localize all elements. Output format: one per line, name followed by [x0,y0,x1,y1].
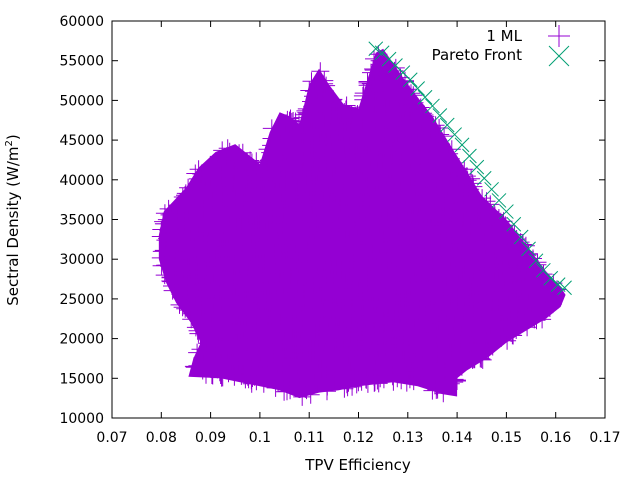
pareto-point [491,193,507,208]
x-tick-label: 0.15 [491,430,522,446]
pareto-point [543,270,559,286]
legend-marker-pareto-front [548,45,570,67]
pareto-point [521,241,536,257]
x-tick-label: 0.1 [249,430,271,446]
y-axis-label-superscript: 2 [4,140,15,146]
legend: 1 ML Pareto Front [432,25,570,67]
pareto-point [417,89,433,105]
pareto-point [447,127,462,142]
legend-label-1ml: 1 ML [486,27,522,45]
pareto-point [410,81,426,96]
x-tick-label: 0.08 [146,430,177,446]
x-tick-label: 0.17 [589,430,620,446]
x-tick-label: 0.13 [392,430,423,446]
x-tick-label: 0.11 [294,430,325,446]
pareto-point [476,170,492,186]
legend-marker-1ml [548,25,570,47]
scatter-series-1ml [151,45,566,406]
x-tick-label: 0.16 [540,430,571,446]
y-tick-label: 10000 [59,411,104,427]
pareto-point [499,204,514,219]
x-tick-labels: 0.07 0.08 0.09 0.1 0.11 0.12 0.13 0.14 0.15 0.16 0… [96,430,620,446]
pareto-point [432,108,448,123]
x-tick-label: 0.07 [96,430,127,446]
scatter-series-pareto-front [368,41,572,296]
axis-ticks [111,20,606,419]
y-tick-label: 30000 [59,252,104,268]
y-tick-label: 25000 [59,292,104,308]
y-tick-label: 45000 [59,133,104,149]
pareto-point [425,98,440,114]
pareto-point [513,229,529,245]
y-tick-label: 60000 [59,14,104,30]
legend-label-pareto-front: Pareto Front [432,46,523,64]
series-1ml-markers [151,45,566,406]
y-axis-label: Sectral Density (W/m2) [4,134,22,306]
y-tick-label: 50000 [59,93,104,109]
y-tick-labels: 10000 15000 20000 25000 30000 35000 40000 45000… [59,14,104,427]
y-tick-label: 40000 [59,173,104,189]
y-axis-label-close: ) [4,134,22,140]
pareto-point [462,148,477,164]
pareto-point [528,253,544,269]
x-axis-label: TPV Efficiency [304,456,411,474]
pareto-point [484,181,499,197]
pareto-point [454,137,470,153]
y-tick-label: 20000 [59,332,104,348]
x-tick-label: 0.12 [343,430,374,446]
pareto-point [506,216,522,232]
y-tick-label: 35000 [59,213,104,229]
pareto-point [368,41,384,57]
x-tick-label: 0.14 [442,430,473,446]
pareto-point [469,159,485,175]
y-tick-label: 15000 [59,371,104,387]
x-tick-label: 0.09 [195,430,226,446]
y-tick-label: 55000 [59,54,104,70]
pareto-point [557,280,572,296]
pareto-point [402,72,418,88]
pareto-point [439,117,455,133]
